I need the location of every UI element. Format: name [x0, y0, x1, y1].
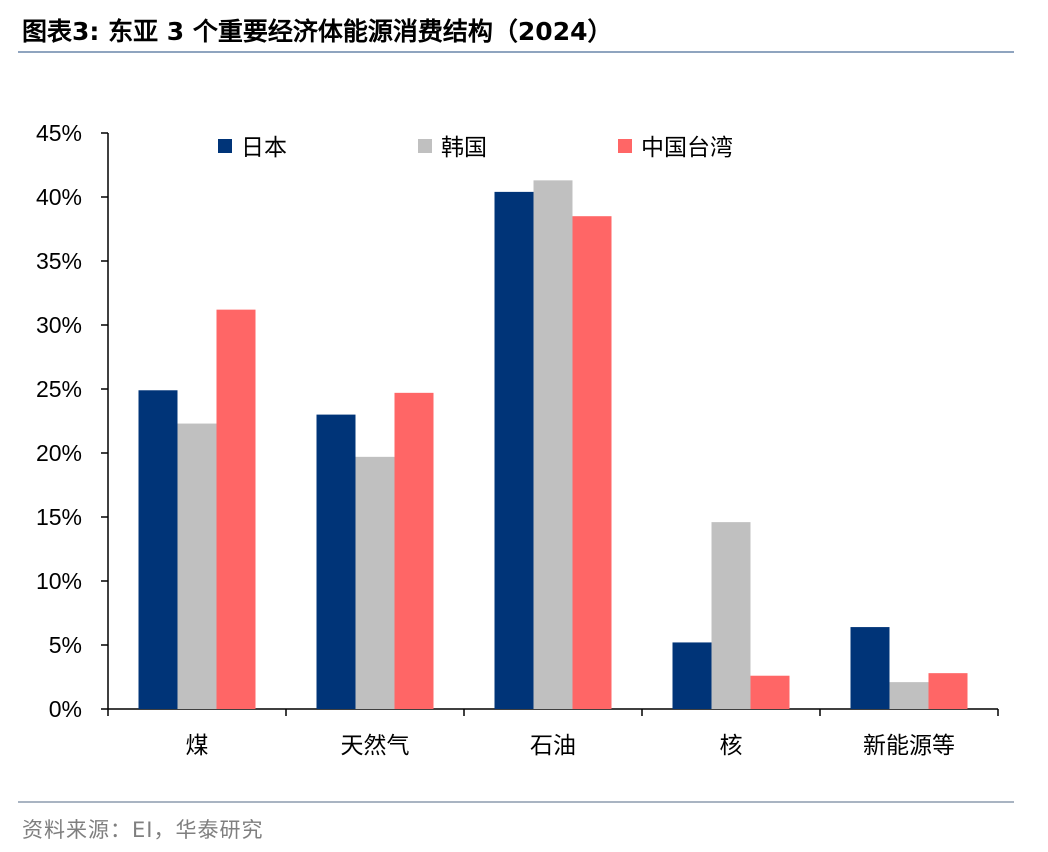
legend-label: 韩国: [441, 135, 487, 161]
bar-1-1: [138, 390, 178, 709]
y-tick-label: 15%: [36, 504, 82, 530]
source-note: 资料来源：EI，华泰研究: [22, 818, 264, 842]
bar-1-5: [850, 627, 890, 709]
y-tick-label: 10%: [36, 568, 82, 594]
bar-2-4: [711, 522, 751, 709]
legend-swatch: [418, 139, 432, 153]
bar-2-1: [177, 423, 217, 709]
bar-chart: 0% 5% 10% 15% 20% 25% 30% 35% 40% 45% 煤 天然气 石油 核 新能源等…: [36, 120, 999, 759]
y-tick-label: 0%: [49, 696, 82, 722]
y-axis: 0% 5% 10% 15% 20% 25% 30% 35% 40% 45%: [36, 120, 109, 722]
x-category-label: 新能源等: [863, 733, 955, 759]
bar-1-3: [494, 191, 534, 709]
bar-2-3: [533, 180, 573, 710]
figure-title: 图表3: 东亚 3 个重要经济体能源消费结构（2024）: [22, 17, 613, 46]
bar-2-2: [355, 456, 395, 709]
title-divider: [18, 51, 1014, 53]
x-category-label: 天然气: [341, 733, 410, 759]
y-tick-label: 5%: [49, 632, 82, 658]
x-category-label: 核: [720, 733, 743, 759]
legend-swatch: [618, 139, 632, 153]
y-tick-label: 25%: [36, 376, 82, 402]
bar-3-1: [216, 309, 256, 709]
bar-3-3: [572, 216, 612, 709]
bar-1-4: [672, 642, 712, 709]
bar-1-2: [316, 414, 356, 709]
x-category-label: 石油: [530, 733, 576, 759]
bar-3-2: [394, 392, 434, 709]
y-tick-label: 35%: [36, 248, 82, 274]
bar-3-4: [750, 675, 790, 709]
source-divider: [18, 801, 1014, 803]
legend-swatch: [218, 139, 232, 153]
x-category-label: 煤: [186, 733, 209, 759]
y-tick-label: 30%: [36, 312, 82, 338]
bar-3-5: [928, 673, 968, 709]
y-tick-label: 45%: [36, 120, 82, 146]
legend: 日本 韩国 中国台湾: [218, 135, 733, 161]
bars: [138, 180, 968, 710]
x-axis: 煤 天然气 石油 核 新能源等: [107, 708, 999, 759]
y-tick-label: 20%: [36, 440, 82, 466]
y-tick-label: 40%: [36, 184, 82, 210]
legend-label: 中国台湾: [641, 135, 733, 161]
bar-2-5: [889, 682, 929, 709]
legend-label: 日本: [241, 135, 287, 161]
